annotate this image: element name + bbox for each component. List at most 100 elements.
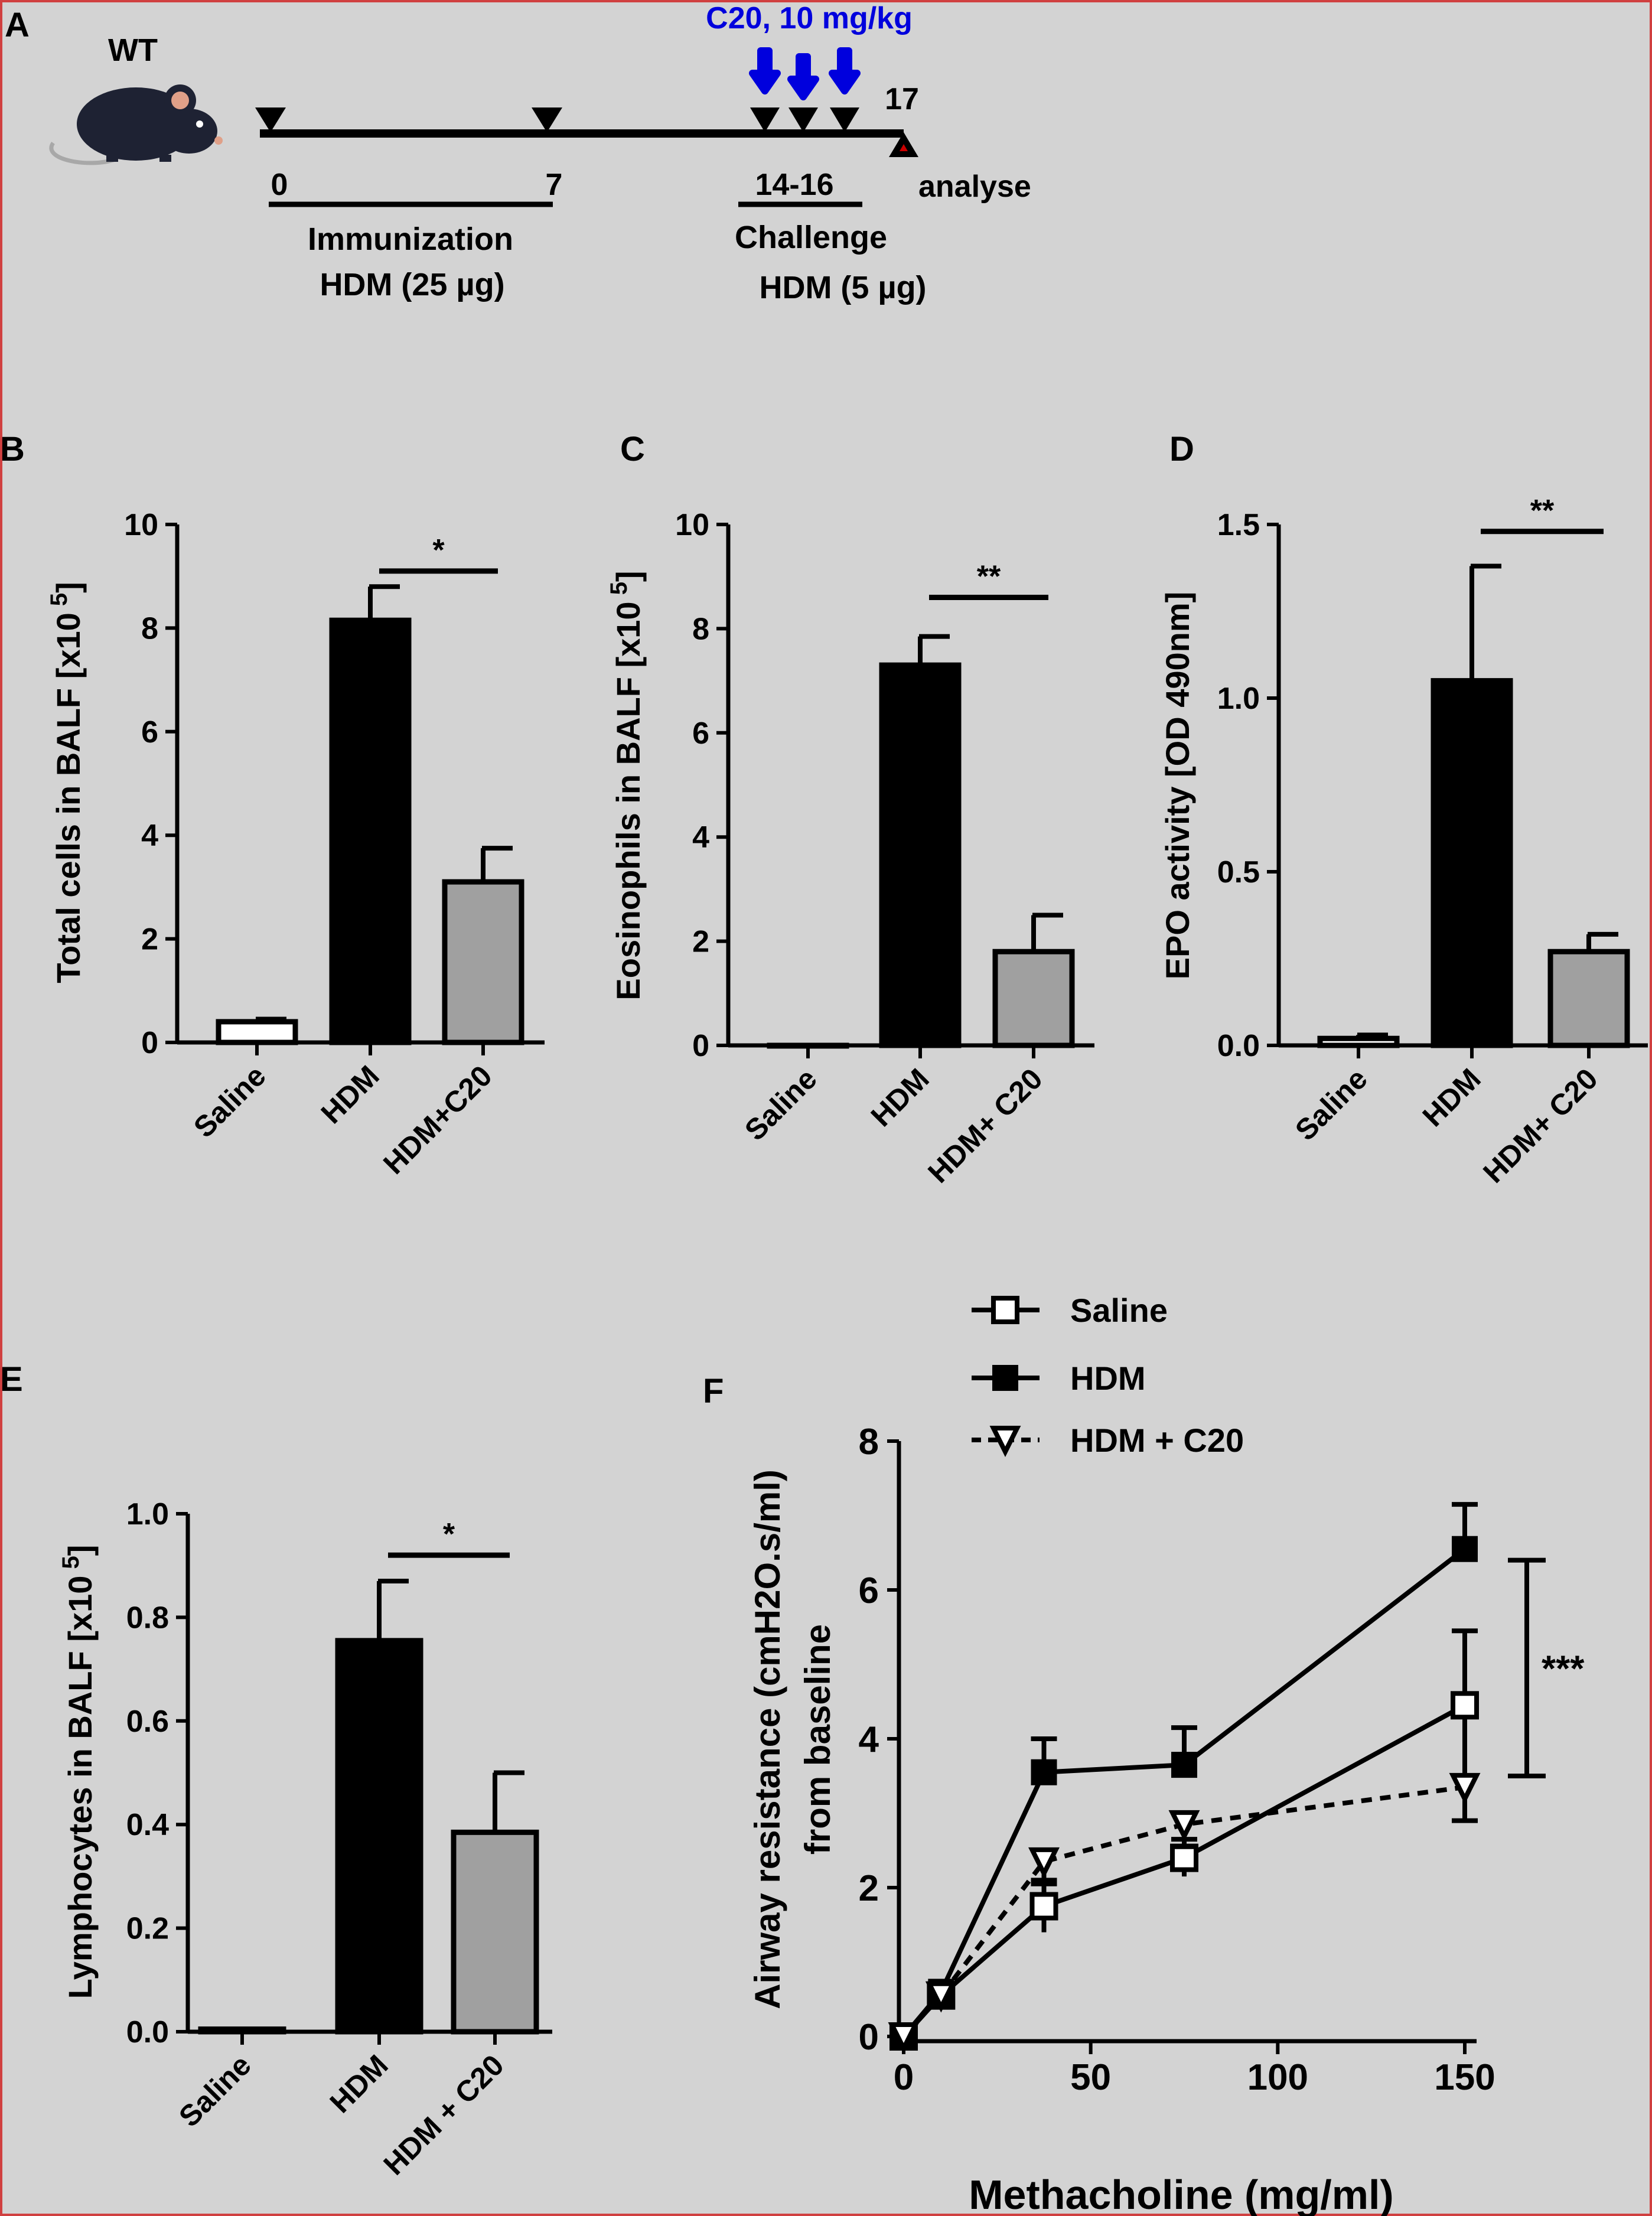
d-x-tick-label: HDM [1416, 1062, 1487, 1133]
f-legend-marker [989, 1426, 1021, 1457]
b-x-tick-label: HDM+C20 [377, 1059, 498, 1181]
d-y-tick-label: 1.5 [1217, 508, 1260, 542]
d-significance-label: ** [1530, 494, 1555, 528]
b-y-label: Total cells in BALF [x10 5] [46, 582, 87, 983]
b-bar-1 [329, 617, 412, 1045]
d-y-tick-label: 1.0 [1217, 682, 1260, 716]
day-0-marker [255, 107, 286, 132]
f-point [1028, 1847, 1060, 1879]
f-point [1452, 1536, 1478, 1562]
b-y-tick-label: 6 [141, 715, 158, 749]
f-legend-item-1: HDM [972, 1360, 1146, 1397]
b-y-tick-label: 10 [124, 508, 158, 542]
f-point [1449, 1772, 1481, 1804]
f-point [888, 2022, 920, 2054]
f-y-tick-label: 6 [859, 1570, 879, 1611]
c-y-tick-label: 0 [692, 1029, 709, 1063]
day-14-marker [750, 107, 780, 132]
b-y-tick-label: 4 [141, 819, 158, 853]
f-x-tick-label: 50 [1070, 2057, 1111, 2098]
d-x-tick-label: HDM+ C20 [1477, 1062, 1604, 1189]
mouse-icon [49, 84, 223, 165]
day-label-0: 0 [271, 168, 288, 202]
f-legend-marker [991, 1296, 1019, 1324]
e-bar-1 [335, 1638, 423, 2035]
d-y-tick-label: 0.0 [1217, 1029, 1260, 1063]
e-y-tick-label: 0.2 [126, 1912, 169, 1946]
day-7-marker [532, 107, 562, 132]
challenge-label: Challenge [735, 220, 887, 255]
day-label-14-16: 14-16 [755, 168, 834, 202]
f-x-label: Methacholine (mg/ml) [969, 2172, 1393, 2216]
d-bar-0 [1317, 1035, 1400, 1048]
chart-airway-resistance: 0 2 4 6 8 0 50 100 150 Methacholine (mg/ml) Airway… [748, 1292, 1585, 2216]
c-bar-1 [879, 662, 962, 1048]
f-y-label-2: from baseline [798, 1624, 838, 1855]
c-y-tick-label: 4 [692, 820, 709, 855]
c-significance-label: ** [977, 559, 1001, 594]
f-point [1171, 1752, 1197, 1778]
f-y-tick-label: 2 [859, 1868, 879, 1909]
panel-letter-d: D [1169, 430, 1194, 468]
e-y-tick-label: 1.0 [126, 1497, 169, 1531]
f-series-line [901, 1547, 1467, 2038]
f-legend-label: Saline [1070, 1292, 1168, 1329]
e-significance-label: * [443, 1517, 455, 1552]
f-y-label: Airway resistance (cmH2O.s/ml) [748, 1469, 787, 2009]
f-point [1451, 1691, 1479, 1720]
e-bar-0 [198, 2026, 286, 2035]
timeline-panel: WT C20, 10 mg/kg 0 7 14-16 17 [49, 1, 1031, 305]
f-x-tick-label: 0 [894, 2057, 914, 2098]
b-x-tick-label: HDM [315, 1059, 386, 1130]
f-point [1031, 1759, 1057, 1785]
f-legend-label: HDM + C20 [1070, 1422, 1244, 1459]
f-series-line [902, 1784, 1465, 2038]
f-legend-item-0: Saline [972, 1292, 1168, 1329]
f-y-tick-label: 4 [859, 1719, 879, 1760]
d-y-label: EPO activity [OD 490nm] [1159, 592, 1196, 980]
f-series-1 [891, 1502, 1478, 2049]
e-y-tick-label: 0.0 [126, 2015, 169, 2049]
e-x-tick-label: HDM [324, 2048, 395, 2119]
c-bar-2 [992, 949, 1075, 1048]
f-point [925, 1981, 957, 2013]
e-x-tick-label: HDM + C20 [377, 2048, 510, 2181]
b-bar-0 [216, 1019, 298, 1045]
d-x-tick-label: Saline [1289, 1062, 1374, 1147]
mouse-label: WT [108, 32, 158, 68]
day-15-marker [788, 107, 818, 132]
b-y-tick-label: 2 [141, 923, 158, 957]
immunization-dose: HDM (25 µg) [320, 267, 504, 302]
c-x-tick-label: Saline [738, 1062, 823, 1147]
e-y-tick-label: 0.8 [126, 1601, 169, 1635]
f-legend-item-2: HDM + C20 [972, 1422, 1244, 1459]
e-y-label: Lymphocytes in BALF [x10 5] [58, 1545, 99, 1999]
c-y-tick-label: 6 [692, 716, 709, 751]
c-y-tick-label: 10 [675, 508, 709, 542]
c-y-tick-label: 8 [692, 612, 709, 646]
f-point [1029, 1892, 1058, 1921]
treatment-arrows [749, 47, 861, 100]
day-label-17: 17 [885, 82, 919, 116]
c-y-label: Eosinophils in BALF [x10 5] [606, 571, 647, 1000]
f-point [1170, 1843, 1198, 1872]
challenge-dose: HDM (5 µg) [759, 270, 926, 305]
f-x-tick-label: 150 [1434, 2057, 1495, 2098]
f-legend-marker [992, 1365, 1018, 1391]
f-legend-label: HDM [1070, 1360, 1146, 1397]
e-y-tick-label: 0.4 [126, 1808, 169, 1842]
b-y-tick-label: 0 [141, 1026, 158, 1060]
immunization-label: Immunization [308, 221, 513, 257]
f-significance-label: *** [1542, 1648, 1585, 1689]
analyse-dot [900, 144, 908, 151]
e-bar-2 [451, 1829, 539, 2035]
f-y-tick-label: 0 [859, 2017, 879, 2058]
analyse-label: analyse [918, 170, 1031, 204]
c-x-tick-label: HDM+ C20 [921, 1062, 1048, 1189]
c-y-tick-label: 2 [692, 925, 709, 959]
e-y-tick-label: 0.6 [126, 1705, 169, 1739]
